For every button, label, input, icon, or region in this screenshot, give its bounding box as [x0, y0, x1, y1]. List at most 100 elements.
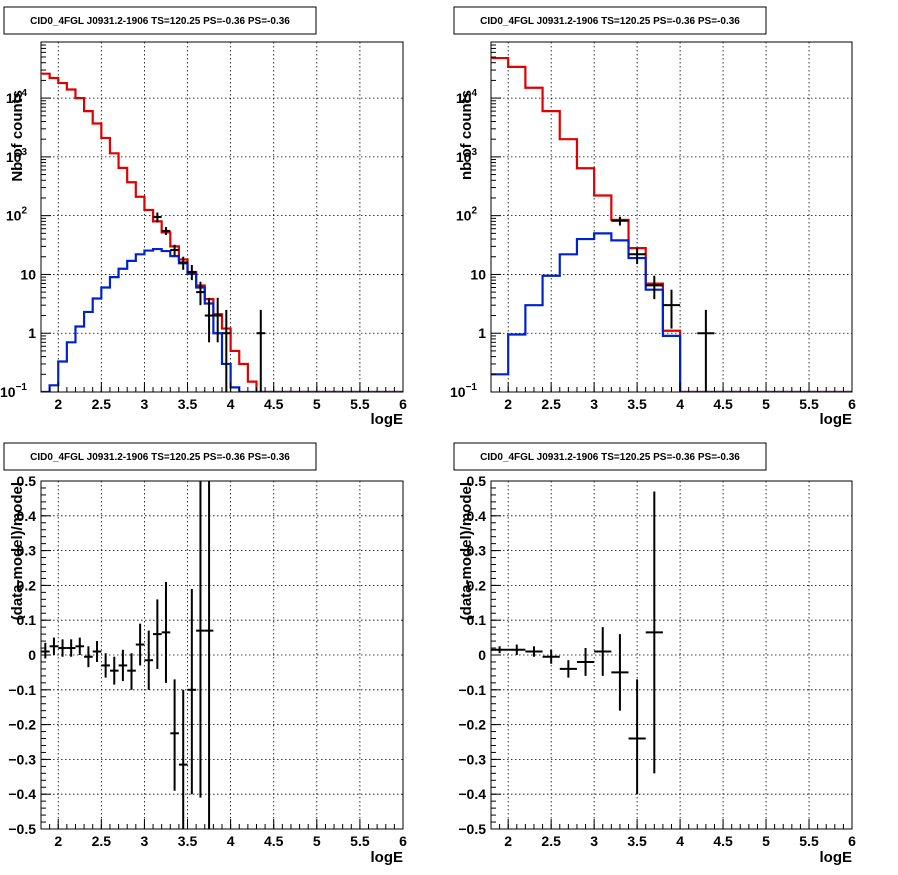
y-tick-label: 10 [470, 266, 486, 282]
y-tick-label: 0.2 [467, 577, 487, 593]
x-tick-label: 3 [141, 833, 149, 849]
x-tick-label: 2 [504, 396, 512, 412]
axes-layer: 2 2.5 3 3.5 4 4.5 5 5.5 6 −0.5 −0.4 −0.3 −0.2 −0.1 0 0.… [458, 473, 856, 849]
data-point [101, 653, 110, 678]
data-point [144, 630, 154, 690]
x-axis-label: logE [820, 411, 853, 428]
series-clip-group [491, 56, 852, 392]
y-tick-label: −0.5 [8, 821, 36, 837]
data-point [204, 297, 214, 343]
x-tick-label: 6 [399, 833, 407, 849]
data-point [84, 646, 93, 668]
title-box: CID0_4FGL J0931.2-1906 TS=120.25 PS=-0.3… [3, 442, 317, 471]
y-tick-exponent: −1 [16, 382, 28, 393]
x-tick-label: 3.5 [627, 833, 647, 849]
x-tick-label: 4.5 [713, 833, 733, 849]
data-point [542, 649, 560, 664]
data-point [92, 641, 102, 662]
x-tick-label: 3.5 [627, 396, 647, 412]
data-point [559, 660, 577, 678]
x-tick-label: 3 [590, 833, 598, 849]
data-point [213, 297, 222, 343]
series-clip-group [41, 72, 403, 392]
y-tick-exponent: 2 [21, 206, 27, 217]
y-tick-label: −0.4 [458, 786, 486, 802]
x-tick-label: 4 [676, 396, 684, 412]
series-layer [41, 72, 403, 392]
data-point [153, 599, 162, 669]
y-tick-label: −0.3 [8, 751, 36, 767]
x-tick-label: 4 [227, 396, 235, 412]
plot-frame [490, 41, 853, 393]
y-tick-label: 102 [456, 206, 478, 224]
panel-top-right: CID0_4FGL J0931.2-1906 TS=120.25 PS=-0.3… [450, 6, 856, 428]
model-component-step-line [491, 232, 852, 392]
y-tick-label: −0.2 [458, 717, 486, 733]
data-point [118, 649, 128, 682]
y-tick-label: −0.4 [8, 786, 36, 802]
panel-top-left: CID0_4FGL J0931.2-1906 TS=120.25 PS=-0.3… [0, 6, 407, 428]
x-tick-label: 4.5 [264, 396, 284, 412]
x-axis-label: logE [371, 411, 404, 428]
x-tick-label: 2 [504, 833, 512, 849]
x-tick-label: 3.5 [178, 396, 198, 412]
y-tick-label: 102 [6, 206, 28, 224]
data-point [204, 481, 214, 829]
data-point [135, 623, 145, 666]
chart-title: CID0_4FGL J0931.2-1906 TS=120.25 PS=-0.3… [480, 452, 740, 463]
y-tick-label: 1 [28, 325, 36, 341]
x-tick-label: 6 [848, 833, 856, 849]
title-box: CID0_4FGL J0931.2-1906 TS=120.25 PS=-0.3… [453, 442, 767, 471]
data-point [170, 679, 179, 791]
x-tick-label: 2 [54, 396, 62, 412]
x-tick-label: 5 [313, 833, 321, 849]
data-point [697, 309, 715, 392]
x-tick-label: 4 [227, 833, 235, 849]
y-tick-exponent: 4 [21, 88, 27, 99]
y-tick-exponent: −1 [466, 382, 478, 393]
y-tick-label: 0.3 [467, 543, 487, 559]
y-tick-label: 10−1 [0, 382, 27, 400]
y-tick-label: 1 [478, 325, 486, 341]
panel-bottom-left: CID0_4FGL J0931.2-1906 TS=120.25 PS=-0.3… [3, 442, 407, 866]
x-tick-label: 3 [141, 396, 149, 412]
y-axis-label: nb of counts [458, 90, 475, 180]
y-tick-label: −0.1 [458, 682, 486, 698]
data-point [196, 281, 205, 306]
x-tick-label: 2.5 [92, 396, 112, 412]
x-tick-label: 4.5 [713, 396, 733, 412]
y-axis-label: (data-model)/model [9, 482, 26, 620]
chart-title: CID0_4FGL J0931.2-1906 TS=120.25 PS=-0.3… [30, 16, 290, 27]
chart-title: CID0_4FGL J0931.2-1906 TS=120.25 PS=-0.3… [480, 16, 740, 27]
data-point [222, 309, 231, 392]
x-tick-label: 6 [848, 396, 856, 412]
x-tick-label: 6 [399, 396, 407, 412]
data-point [645, 491, 663, 774]
x-tick-label: 3.5 [178, 833, 198, 849]
y-axis-label: Nb of counts [9, 90, 26, 182]
y-tick-label: 0.1 [467, 612, 487, 628]
x-tick-label: 5 [313, 396, 321, 412]
data-point [58, 639, 67, 657]
data-point [127, 653, 136, 690]
y-tick-label: −0.3 [458, 751, 486, 767]
data-point [153, 212, 162, 223]
data-point [75, 637, 85, 655]
data-point [576, 648, 595, 676]
data-point [49, 637, 59, 655]
y-tick-label: 0.2 [17, 577, 37, 593]
data-point [178, 256, 188, 270]
y-tick-label: 0 [28, 647, 36, 663]
y-tick-label: 0.5 [17, 473, 37, 489]
y-tick-label: 0 [478, 647, 486, 663]
y-tick-label: 0.4 [17, 508, 37, 524]
x-tick-label: 3 [590, 396, 598, 412]
y-tick-label: 0.4 [467, 508, 487, 524]
series-layer [491, 491, 663, 795]
y-tick-exponent: 3 [471, 147, 477, 158]
x-tick-label: 2 [54, 833, 62, 849]
y-tick-label: −0.5 [458, 821, 486, 837]
x-tick-label: 4.5 [264, 833, 284, 849]
